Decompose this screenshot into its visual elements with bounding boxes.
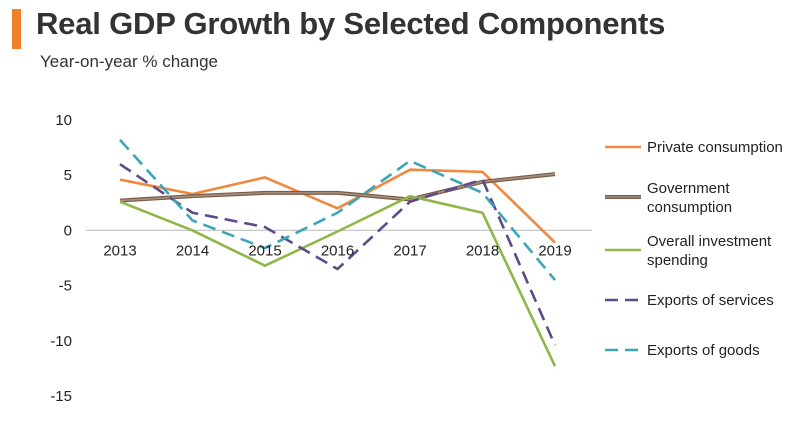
series-line [119,194,557,367]
legend-label: Private consumption [647,139,783,156]
series-line [119,139,556,281]
series-line [119,168,556,244]
legend-label: Overall investment spending [647,233,772,269]
legend-item: Private consumption [605,139,783,156]
x-tick-label: 2018 [466,242,499,259]
x-tick-label: 2015 [248,242,281,259]
x-tick-label: 2017 [393,242,426,259]
y-tick-label: 0 [64,222,72,239]
title-accent-bar [12,9,21,49]
x-tick-label: 2016 [321,242,354,259]
chart-title: Real GDP Growth by Selected Components [36,6,666,41]
legend-label: Government consumption [647,180,732,216]
x-tick-label: 2014 [176,242,209,259]
legend-item: Exports of goods [605,342,760,359]
y-tick-label: -5 [59,278,72,295]
y-tick-label: 5 [64,167,72,184]
legend-label: Exports of goods [647,342,760,359]
y-tick-label: -10 [50,333,72,350]
x-tick-label: 2019 [538,242,571,259]
chart-subtitle: Year-on-year % change [40,52,218,71]
y-tick-label: -15 [50,388,72,405]
legend-item: Government consumption [605,180,732,216]
legend-item: Exports of services [605,292,774,309]
legend-item: Overall investment spending [605,233,772,269]
y-tick-label: 10 [55,112,72,129]
series-line [119,163,557,346]
x-tick-label: 2013 [103,242,136,259]
legend-label: Exports of services [647,292,774,309]
